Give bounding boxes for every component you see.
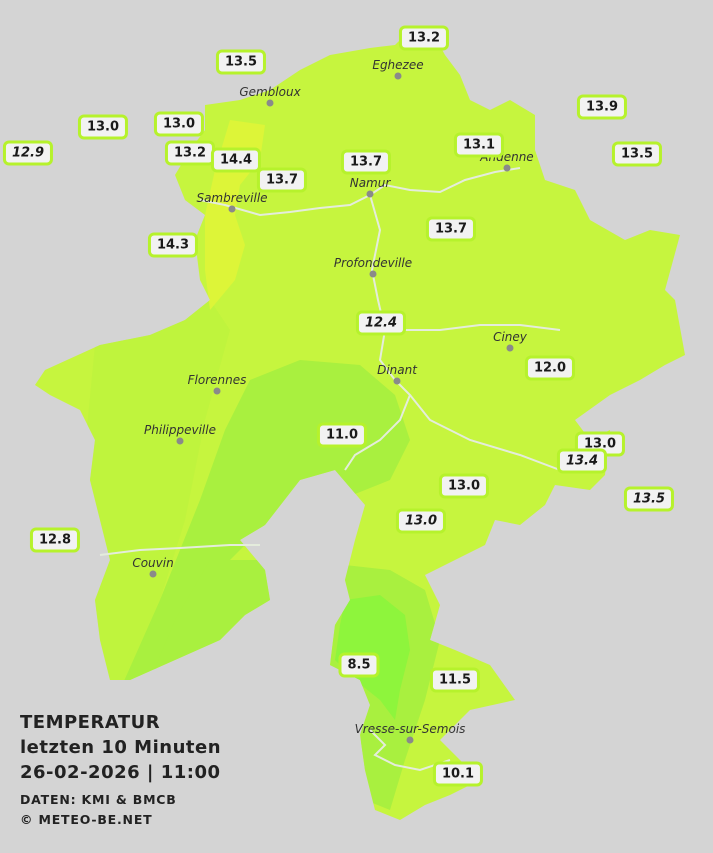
station-temperature: 13.5: [215, 49, 267, 75]
station-temperature: 12.0: [524, 355, 576, 381]
station-temperature: 13.5: [623, 486, 675, 512]
city-marker: [393, 377, 401, 385]
city-label: Sambreville: [196, 191, 267, 205]
station-temperature: 13.7: [340, 149, 392, 175]
city-marker: [394, 72, 402, 80]
copyright: © METEO-BE.NET: [20, 812, 153, 827]
city-marker: [366, 190, 374, 198]
station-temperature: 13.0: [395, 508, 447, 534]
station-temperature: 13.0: [438, 473, 490, 499]
city-marker: [228, 205, 236, 213]
city-label: Dinant: [377, 363, 418, 377]
station-temperature: 14.3: [147, 232, 199, 258]
map-datetime: 26-02-2026 | 11:00: [20, 762, 221, 783]
river-ourthe: [395, 324, 561, 331]
river-viroin: [99, 544, 260, 556]
station-temperature: 13.0: [153, 111, 205, 137]
city-marker: [503, 164, 511, 172]
station-temperature: 13.9: [576, 94, 628, 120]
station-temperature: 13.4: [556, 448, 608, 474]
station-temperature: 12.9: [2, 140, 54, 166]
city-label: Florennes: [188, 373, 247, 387]
map-subtitle: letzten 10 Minuten: [20, 737, 222, 758]
zone-mild-west: [80, 300, 230, 690]
station-temperature: 8.5: [338, 652, 380, 678]
station-temperature: 11.0: [316, 422, 368, 448]
zone-cool-south: [150, 560, 275, 680]
river-semois: [369, 729, 451, 772]
station-temperature: 13.5: [611, 141, 663, 167]
station-temperature: 14.4: [210, 147, 262, 173]
station-temperature: 12.8: [29, 527, 81, 553]
station-temperature: 11.5: [429, 667, 481, 693]
city-marker: [266, 99, 274, 107]
city-label: Couvin: [132, 556, 173, 570]
station-temperature: 10.1: [432, 761, 484, 787]
city-label: Namur: [350, 176, 392, 190]
station-temperature: 13.0: [77, 114, 129, 140]
city-marker: [149, 570, 157, 578]
city-label: Vresse-sur-Semois: [355, 722, 466, 736]
station-temperature: 13.2: [164, 140, 216, 166]
station-temperature: 13.7: [256, 167, 308, 193]
city-marker: [506, 344, 514, 352]
city-marker: [176, 437, 184, 445]
river-meuse: [344, 194, 412, 471]
city-label: Ciney: [493, 330, 528, 344]
city-label: Profondeville: [334, 256, 412, 270]
city-label: Eghezee: [372, 58, 423, 72]
map-title: TEMPERATUR: [20, 712, 161, 733]
city-label: Gembloux: [239, 85, 301, 99]
city-label: Philippeville: [144, 423, 216, 437]
station-temperature: 13.7: [425, 216, 477, 242]
station-temperature: 13.2: [398, 25, 450, 51]
station-temperature: 12.4: [355, 310, 407, 336]
station-temperature: 13.1: [453, 132, 505, 158]
city-marker: [213, 387, 221, 395]
city-marker: [369, 270, 377, 278]
data-source: DATEN: KMI & BMCB: [20, 792, 177, 807]
city-marker: [406, 736, 414, 744]
